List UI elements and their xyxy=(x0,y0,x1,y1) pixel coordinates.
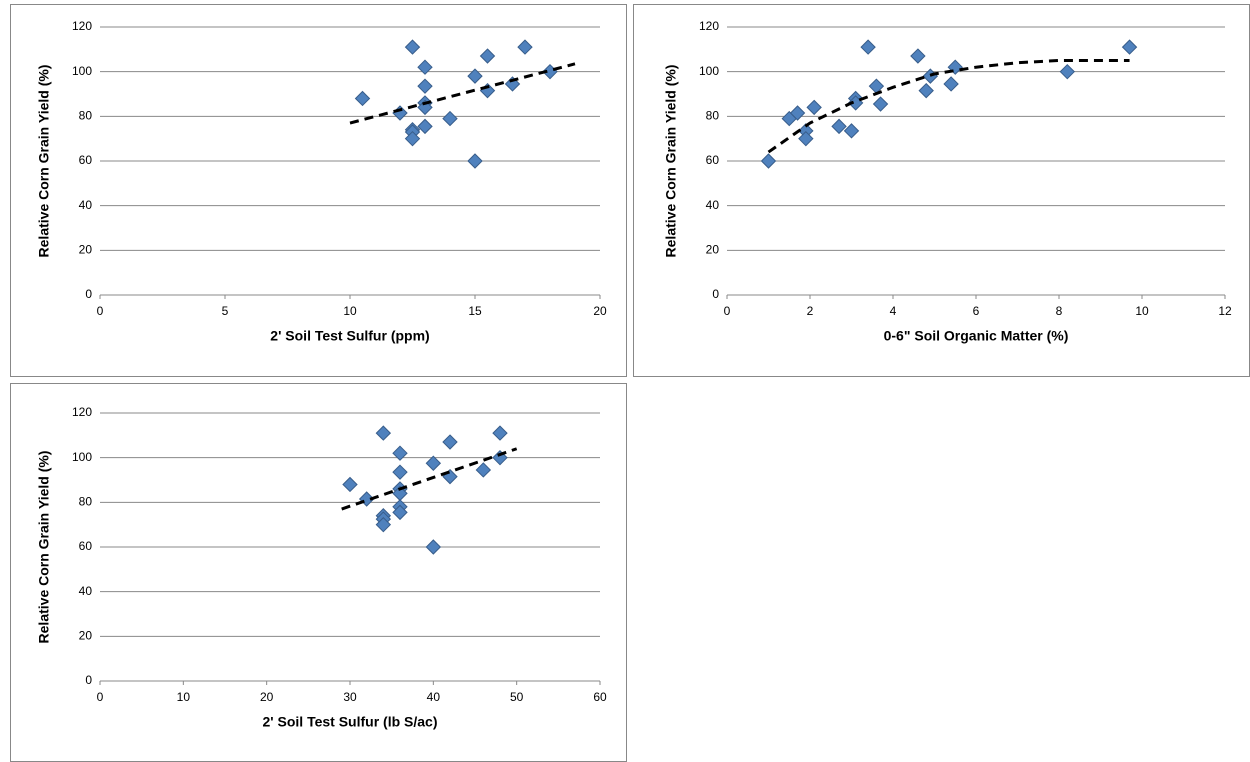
y-tick-label: 20 xyxy=(79,629,93,643)
x-tick-label: 50 xyxy=(510,690,524,704)
y-tick-label: 120 xyxy=(72,405,92,419)
point xyxy=(943,76,959,92)
point xyxy=(404,130,421,147)
y-axis-title: Relative Corn Grain Yield (%) xyxy=(36,65,52,258)
y-tick-label: 80 xyxy=(706,109,720,123)
x-tick-label: 4 xyxy=(890,304,897,318)
x-axis-title: 2' Soil Test Sulfur (lb S/ac) xyxy=(263,714,438,730)
point xyxy=(417,78,433,94)
point xyxy=(417,118,433,135)
point xyxy=(375,425,392,441)
point xyxy=(392,504,408,521)
trendline xyxy=(341,447,518,511)
chart-frame xyxy=(10,383,627,762)
chart-panel: 0 20 40 60 80 100 120 0 5 10 15 20 2' Soil Test Sulf… xyxy=(10,4,627,377)
point xyxy=(354,90,371,107)
point xyxy=(1059,63,1076,80)
point xyxy=(425,539,442,555)
x-tick-label: 10 xyxy=(343,304,357,318)
x-tick-label: 40 xyxy=(427,690,441,704)
x-tick-label: 15 xyxy=(468,304,482,318)
point xyxy=(860,39,876,55)
point xyxy=(492,425,508,441)
point xyxy=(517,39,533,55)
point xyxy=(404,39,421,55)
point xyxy=(375,516,392,533)
point xyxy=(1121,39,1138,55)
point xyxy=(342,476,358,493)
x-tick-label: 20 xyxy=(593,304,607,318)
point xyxy=(467,153,483,169)
y-tick-label: 60 xyxy=(79,539,93,553)
point xyxy=(392,464,408,480)
point xyxy=(392,445,408,461)
chart-panel: 0 20 40 60 80 100 120 0 10 20 30 40 50 60 2' Soil Test… xyxy=(10,383,627,762)
point xyxy=(442,110,458,127)
y-tick-label: 100 xyxy=(72,64,92,78)
x-axis-title: 0-6" Soil Organic Matter (%) xyxy=(884,328,1069,344)
y-tick-label: 100 xyxy=(699,64,719,78)
x-tick-label: 0 xyxy=(97,304,104,318)
point xyxy=(789,105,806,121)
point xyxy=(467,68,483,84)
y-tick-label: 40 xyxy=(706,198,720,212)
point xyxy=(843,123,860,139)
chart-panel: 0 20 40 60 80 100 120 0 2 4 6 8 10 12 0-6" Soil Organi… xyxy=(633,4,1250,377)
y-tick-label: 40 xyxy=(79,198,93,212)
x-tick-label: 8 xyxy=(1056,304,1063,318)
point xyxy=(479,48,496,64)
chart-frame xyxy=(10,4,627,377)
y-tick-label: 0 xyxy=(712,287,719,301)
point xyxy=(918,82,934,99)
point xyxy=(425,455,442,471)
y-tick-label: 120 xyxy=(72,19,92,33)
point xyxy=(831,118,847,135)
y-tick-label: 80 xyxy=(79,495,93,509)
x-tick-label: 2 xyxy=(807,304,814,318)
x-tick-label: 5 xyxy=(222,304,229,318)
x-tick-label: 6 xyxy=(973,304,980,318)
y-axis-title: Relative Corn Grain Yield (%) xyxy=(36,451,52,644)
x-tick-label: 10 xyxy=(1135,304,1149,318)
y-tick-label: 0 xyxy=(85,673,92,687)
y-tick-label: 80 xyxy=(79,109,93,123)
y-tick-label: 120 xyxy=(699,19,719,33)
point xyxy=(760,153,777,169)
trendline xyxy=(767,59,1130,154)
x-tick-label: 60 xyxy=(593,690,607,704)
x-tick-label: 12 xyxy=(1218,304,1232,318)
point xyxy=(806,99,822,116)
y-tick-label: 60 xyxy=(706,153,720,167)
x-tick-label: 0 xyxy=(97,690,104,704)
point xyxy=(872,96,889,112)
y-tick-label: 60 xyxy=(79,153,93,167)
x-tick-label: 10 xyxy=(177,690,191,704)
trendline xyxy=(349,62,576,125)
y-tick-label: 20 xyxy=(79,243,93,257)
y-tick-label: 20 xyxy=(706,243,720,257)
y-tick-label: 0 xyxy=(85,287,92,301)
point xyxy=(442,434,458,450)
x-tick-label: 30 xyxy=(343,690,357,704)
y-tick-label: 100 xyxy=(72,450,92,464)
x-axis-title: 2' Soil Test Sulfur (ppm) xyxy=(270,328,429,344)
y-axis-title: Relative Corn Grain Yield (%) xyxy=(663,65,679,258)
point xyxy=(475,462,492,478)
chart-frame xyxy=(633,4,1250,377)
y-tick-label: 40 xyxy=(79,584,93,598)
point xyxy=(910,48,926,64)
x-tick-label: 0 xyxy=(724,304,731,318)
point xyxy=(798,130,814,147)
point xyxy=(417,59,433,75)
x-tick-label: 20 xyxy=(260,690,274,704)
